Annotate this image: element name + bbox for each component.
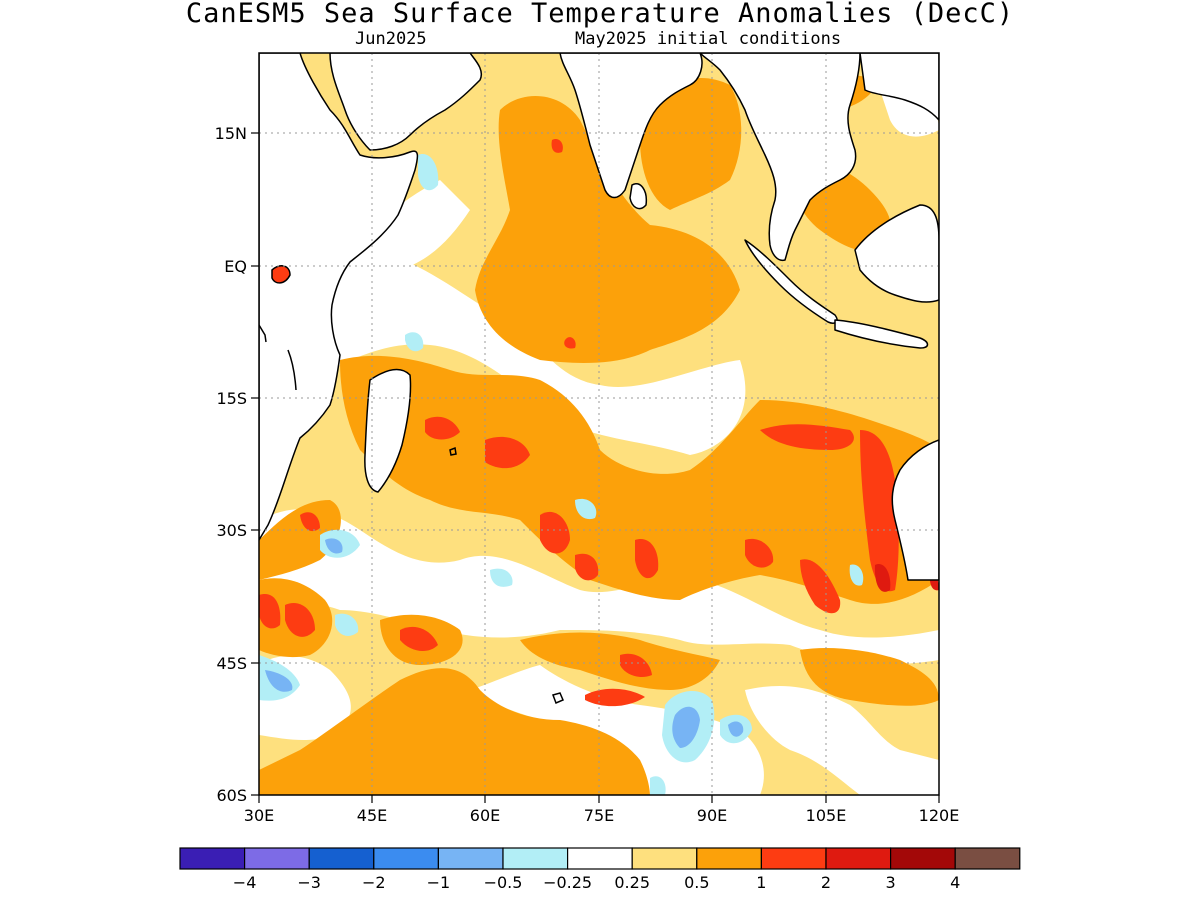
colorbar-swatch <box>696 847 762 870</box>
southeast-asia-mainland <box>699 53 861 262</box>
colorbar-label: −3 <box>297 873 321 892</box>
land-masses <box>259 53 939 581</box>
grid-lines <box>259 53 939 795</box>
lon-label-90e: 90E <box>697 806 727 825</box>
java <box>834 319 929 349</box>
longitude-labels: 30E 45E 60E 75E 90E 105E 120E <box>244 806 960 825</box>
axis-ticks <box>251 132 940 803</box>
colorbar-swatches <box>179 847 1021 870</box>
colorbar-swatch <box>308 847 375 870</box>
colorbar: −4 −3 −2 −1 −0.5 −0.25 0.25 0.5 1 2 3 4 <box>179 847 1021 892</box>
small-islands <box>259 265 564 704</box>
lon-label-30e: 30E <box>244 806 274 825</box>
colorbar-label: 2 <box>821 873 831 892</box>
colorbar-swatch <box>502 847 569 870</box>
lat-label-60s: 60S <box>216 786 247 805</box>
lon-label-60e: 60E <box>470 806 500 825</box>
colorbar-label: 0.5 <box>684 873 709 892</box>
colorbar-label: −4 <box>233 873 257 892</box>
australia-west-coast <box>891 439 939 581</box>
colorbar-swatch <box>954 847 1021 870</box>
lat-label-eq: EQ <box>224 257 247 276</box>
colorbar-labels: −4 −3 −2 −1 −0.5 −0.25 0.25 0.5 1 2 3 4 <box>233 873 960 892</box>
madagascar <box>364 368 412 493</box>
colorbar-swatch <box>825 847 892 870</box>
colorbar-label: 3 <box>886 873 896 892</box>
southern-china-coast <box>859 53 939 121</box>
indian-subcontinent <box>559 53 703 199</box>
colorbar-label: 0.25 <box>614 873 650 892</box>
lon-label-105e: 105E <box>806 806 847 825</box>
colorbar-swatch <box>889 847 956 870</box>
forecast-month: Jun2025 <box>355 29 427 49</box>
lat-label-45s: 45S <box>216 654 247 673</box>
lat-label-15n: 15N <box>215 124 247 143</box>
sri-lanka <box>629 183 648 210</box>
initial-conditions-label: May2025 initial conditions <box>575 29 842 49</box>
latitude-labels: 15N EQ 15S 30S 45S 60S <box>215 124 247 805</box>
borneo <box>854 204 939 303</box>
lon-label-120e: 120E <box>919 806 960 825</box>
colorbar-swatch <box>631 847 698 870</box>
colorbar-swatch <box>437 847 504 870</box>
colorbar-label: 4 <box>950 873 960 892</box>
lat-label-30s: 30S <box>216 521 247 540</box>
colorbar-label: −1 <box>427 873 451 892</box>
lat-label-15s: 15S <box>216 389 247 408</box>
colorbar-label: −0.25 <box>543 873 592 892</box>
colorbar-swatch <box>760 847 827 870</box>
anomaly-field <box>259 53 939 795</box>
strong-warm-regions <box>259 139 899 707</box>
map-title: CanESM5 Sea Surface Temperature Anomalie… <box>185 0 1015 29</box>
moderate-cool-regions <box>265 538 744 748</box>
colorbar-swatch <box>244 847 310 870</box>
lon-label-45e: 45E <box>357 806 387 825</box>
colorbar-label: −0.5 <box>484 873 523 892</box>
arabian-peninsula <box>329 53 482 151</box>
africa-coast <box>259 53 419 541</box>
colorbar-label: 1 <box>756 873 766 892</box>
colorbar-label: −2 <box>362 873 386 892</box>
lon-label-75e: 75E <box>584 806 614 825</box>
colorbar-swatch <box>566 847 633 870</box>
colorbar-swatch <box>373 847 439 870</box>
colorbar-swatch <box>179 847 246 870</box>
